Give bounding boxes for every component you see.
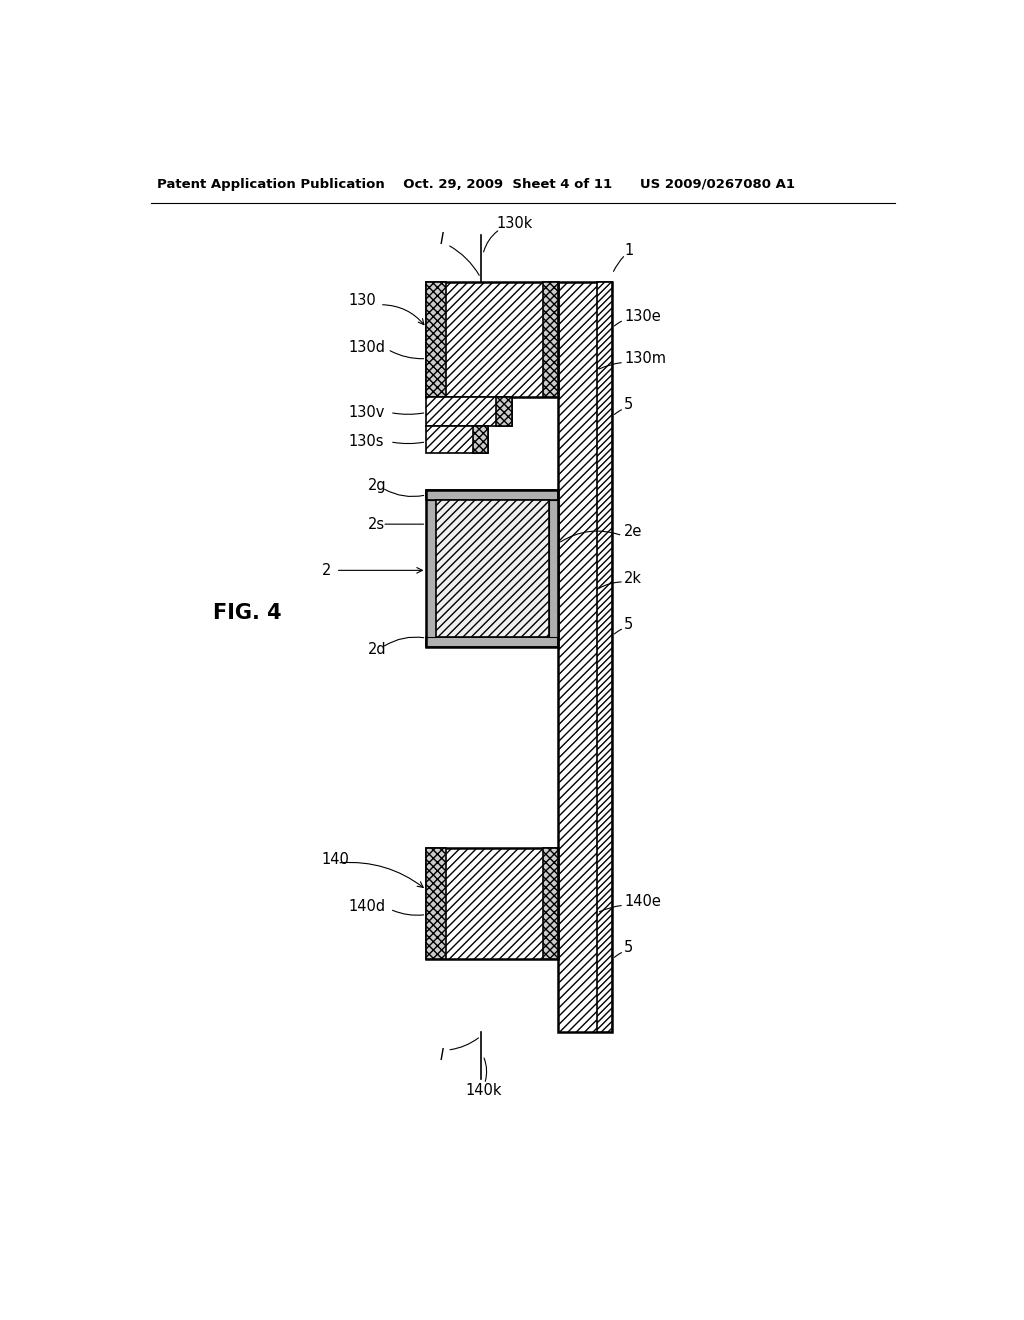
Text: 140k: 140k xyxy=(465,1082,502,1098)
Text: FIG. 4: FIG. 4 xyxy=(213,603,282,623)
Text: 1: 1 xyxy=(624,243,633,259)
Text: I: I xyxy=(439,1048,444,1063)
Bar xyxy=(426,397,512,426)
Bar xyxy=(426,847,558,960)
Bar xyxy=(426,281,558,397)
Text: 130s: 130s xyxy=(349,434,384,449)
Text: 5: 5 xyxy=(624,616,633,632)
Text: 140: 140 xyxy=(322,851,349,867)
Bar xyxy=(426,490,558,499)
Text: 130k: 130k xyxy=(496,216,532,231)
Bar xyxy=(426,490,558,647)
Text: I: I xyxy=(439,232,444,247)
Bar xyxy=(473,426,488,453)
Bar xyxy=(426,281,445,397)
Bar xyxy=(549,499,558,638)
Text: 130v: 130v xyxy=(349,405,385,420)
Text: 2s: 2s xyxy=(369,516,385,532)
Bar xyxy=(426,638,558,647)
Text: 130d: 130d xyxy=(349,339,386,355)
Bar xyxy=(426,847,445,960)
Bar xyxy=(597,281,612,1032)
Bar xyxy=(543,847,558,960)
Text: 130m: 130m xyxy=(624,351,666,366)
Text: 140d: 140d xyxy=(349,899,386,915)
Bar xyxy=(496,397,512,426)
Text: 5: 5 xyxy=(624,940,633,956)
Bar xyxy=(558,281,612,1032)
Bar xyxy=(543,281,558,397)
Text: 2k: 2k xyxy=(624,570,642,586)
Text: 5: 5 xyxy=(624,397,633,412)
Bar xyxy=(426,499,435,638)
Bar xyxy=(426,426,488,453)
Text: 140e: 140e xyxy=(624,894,660,909)
Bar xyxy=(435,499,549,638)
Text: 2g: 2g xyxy=(369,478,387,494)
Text: 2e: 2e xyxy=(624,524,642,540)
Text: 2: 2 xyxy=(322,562,331,578)
Text: 130e: 130e xyxy=(624,309,660,323)
Text: 2d: 2d xyxy=(369,642,387,657)
Text: 130: 130 xyxy=(349,293,377,309)
Text: Patent Application Publication    Oct. 29, 2009  Sheet 4 of 11      US 2009/0267: Patent Application Publication Oct. 29, … xyxy=(158,178,796,190)
